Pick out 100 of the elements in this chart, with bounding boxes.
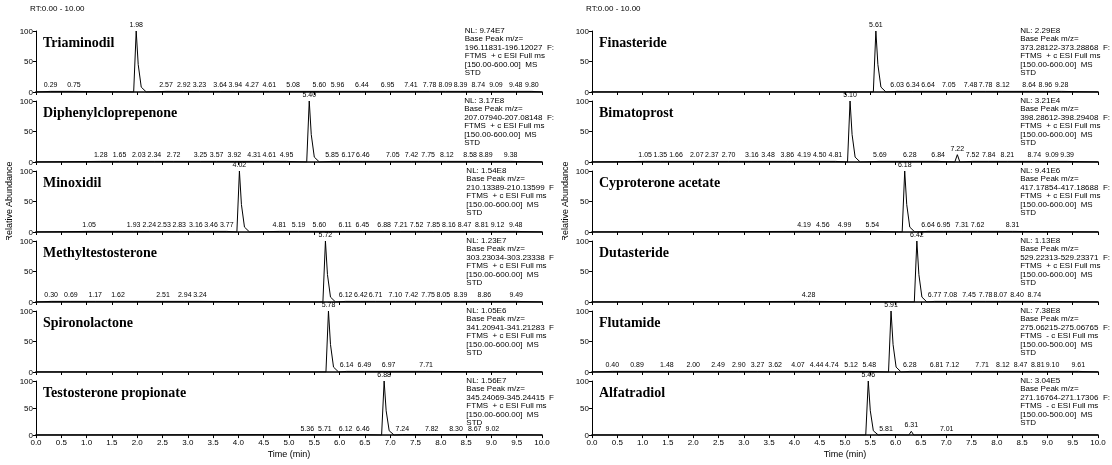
x-tick-label: 10.0 xyxy=(1090,437,1107,447)
y-tick-label: 0 xyxy=(584,157,590,167)
annotation: NL: 2.29E8 Base Peak m/z= 373.28122-373.28868 F: FTMS + c ESI Full ms [150.00-600.00] MS STD xyxy=(1020,25,1111,78)
x-tick-label: 4.0 xyxy=(788,437,801,447)
y-tick-label: 0 xyxy=(28,87,34,97)
x-tick-label: 1.5 xyxy=(106,437,119,447)
y-axis-title: Relative Abundance xyxy=(559,161,570,242)
y-tick-label: 50 xyxy=(24,337,34,346)
y-tick-label: 100 xyxy=(19,26,34,36)
y-tick-label: 100 xyxy=(575,26,590,36)
y-tick-label: 0 xyxy=(584,227,590,237)
y-axis-title: Relative Abundance xyxy=(3,161,14,242)
y-tick-label: 100 xyxy=(575,166,590,176)
x-tick-label: 6.5 xyxy=(915,437,928,447)
x-tick-label: 0.0 xyxy=(30,437,43,447)
x-tick-label: 5.5 xyxy=(864,437,877,447)
x-tick-label: 3.5 xyxy=(763,437,776,447)
y-tick-label: 100 xyxy=(19,166,34,176)
x-tick-label: 2.0 xyxy=(687,437,700,447)
annotation: NL: 1.54E8 Base Peak m/z= 210.13389-210.13599 F FTMS + c ESI Full ms [150.00-600.00] MS STD xyxy=(466,165,555,218)
annotation: NL: 7.38E8 Base Peak m/z= 275.06215-275.06765 F: FTMS - c ESI Full ms [150.00-500.00] MS STD xyxy=(1020,305,1111,358)
x-tick-label: 6.5 xyxy=(359,437,372,447)
y-tick-label: 100 xyxy=(575,96,590,106)
x-tick-label: 1.0 xyxy=(81,437,93,447)
chart-title: Minoxidil xyxy=(43,174,102,190)
x-tick-label: 2.0 xyxy=(131,437,144,447)
chart-title: Bimatoprost xyxy=(599,104,674,120)
x-tick-label: 9.0 xyxy=(1041,437,1054,447)
y-tick-label: 50 xyxy=(580,57,590,66)
annotation: NL: 1.23E7 Base Peak m/z= 303.23034-303.23338 F FTMS + c ESI Full ms [150.00-600.00] MS STD xyxy=(466,235,555,288)
y-tick-label: 100 xyxy=(575,376,590,386)
y-tick-label: 50 xyxy=(580,403,590,413)
chart-title: Finasteride xyxy=(599,34,667,50)
y-tick-label: 50 xyxy=(580,127,590,136)
y-tick-label: 100 xyxy=(19,376,34,386)
y-tick-label: 50 xyxy=(24,403,34,413)
annotation: NL: 1.05E6 Base Peak m/z= 341.20941-341.21283 F FTMS + c ESI Full ms [150.00-600.00] MS STD xyxy=(466,305,555,358)
chart-title: Alfatradiol xyxy=(599,384,666,400)
x-tick-label: 1.5 xyxy=(662,437,675,447)
x-axis-title: Time (min) xyxy=(823,448,867,459)
x-tick-label: 6.0 xyxy=(890,437,902,447)
y-tick-label: 50 xyxy=(580,197,590,206)
y-tick-label: 0 xyxy=(28,297,34,307)
y-tick-label: 0 xyxy=(584,297,590,307)
y-tick-label: 100 xyxy=(575,236,590,246)
x-tick-label: 0.5 xyxy=(55,437,68,447)
x-tick-label: 5.0 xyxy=(839,437,852,447)
y-tick-label: 100 xyxy=(19,236,34,246)
y-tick-label: 0 xyxy=(584,430,590,440)
x-tick-label: 8.5 xyxy=(460,437,473,447)
y-tick-label: 0 xyxy=(28,157,34,167)
x-tick-label: 8.5 xyxy=(1016,437,1029,447)
y-tick-label: 50 xyxy=(580,337,590,346)
y-tick-label: 0 xyxy=(28,367,34,377)
annotation: NL: 3.17E8 Base Peak m/z= 207.07940-207.08148 F: FTMS + c ESI Full ms [150.00-600.00] MS STD xyxy=(464,95,555,148)
text: RT:0.00 - 10.00 xyxy=(586,3,642,13)
y-tick-label: 50 xyxy=(24,197,34,206)
x-tick-label: 1.0 xyxy=(637,437,649,447)
chart-title: Methyltestosterone xyxy=(43,244,158,260)
x-tick-label: 7.5 xyxy=(409,437,422,447)
y-tick-label: 100 xyxy=(19,306,34,316)
chart-title: Spironolactone xyxy=(43,314,133,330)
chart-title: Diphenylcloprepenone xyxy=(43,104,178,120)
x-tick-label: 6.0 xyxy=(334,437,346,447)
x-tick-label: 3.0 xyxy=(738,437,750,447)
y-tick-label: 0 xyxy=(584,87,590,97)
x-tick-label: 2.5 xyxy=(712,437,725,447)
x-axis-title: Time (min) xyxy=(267,448,311,459)
annotation: NL: 3.04E5 Base Peak m/z= 271.16764-271.17306 F: FTMS - c ESI Full ms [150.00-500.00] MS STD xyxy=(1020,375,1111,428)
x-tick-label: 4.0 xyxy=(232,437,245,447)
y-tick-label: 100 xyxy=(19,96,34,106)
y-tick-label: 0 xyxy=(28,430,34,440)
x-tick-label: 3.0 xyxy=(182,437,194,447)
chart-title: Flutamide xyxy=(599,314,661,330)
annotation: NL: 9.41E6 Base Peak m/z= 417.17854-417.18688 F: FTMS + c ESI Full ms [150.00-600.00] MS STD xyxy=(1020,165,1111,218)
x-tick-label: 9.0 xyxy=(485,437,498,447)
x-tick-label: 4.5 xyxy=(814,437,826,447)
annotation: NL: 9.74E7 Base Peak m/z= 196.11831-196.12027 F: FTMS + c ESI Full ms [150.00-600.00] MS STD xyxy=(464,25,555,78)
x-tick-label: 9.5 xyxy=(511,437,523,447)
annotation: NL: 1.13E8 Base Peak m/z= 529.22313-529.23371 F: FTMS + c ESI Full ms [150.00-600.00] MS STD xyxy=(1020,235,1111,288)
y-tick-label: 50 xyxy=(24,267,34,276)
y-tick-label: 0 xyxy=(28,227,34,237)
x-tick-label: 8.0 xyxy=(991,437,1003,447)
chart-title: Testosterone propionate xyxy=(43,384,187,400)
x-tick-label: 3.5 xyxy=(207,437,220,447)
chart-title: Cyproterone acetate xyxy=(599,174,721,190)
x-tick-label: 7.0 xyxy=(940,437,953,447)
y-tick-label: 50 xyxy=(580,267,590,276)
y-tick-label: 0 xyxy=(584,367,590,377)
x-tick-label: 9.5 xyxy=(1067,437,1079,447)
x-tick-label: 0.0 xyxy=(586,437,599,447)
x-tick-label: 2.5 xyxy=(156,437,169,447)
x-tick-label: 10.0 xyxy=(534,437,551,447)
x-tick-label: 7.5 xyxy=(965,437,978,447)
y-tick-label: 50 xyxy=(24,127,34,136)
y-tick-label: 100 xyxy=(575,306,590,316)
x-tick-label: 4.5 xyxy=(258,437,270,447)
x-tick-label: 0.5 xyxy=(611,437,624,447)
x-tick-label: 8.0 xyxy=(435,437,447,447)
annotation: NL: 3.21E4 Base Peak m/z= 398.28612-398.29408 F: FTMS + c ESI Full ms [150.00-600.00] MS STD xyxy=(1020,95,1111,148)
